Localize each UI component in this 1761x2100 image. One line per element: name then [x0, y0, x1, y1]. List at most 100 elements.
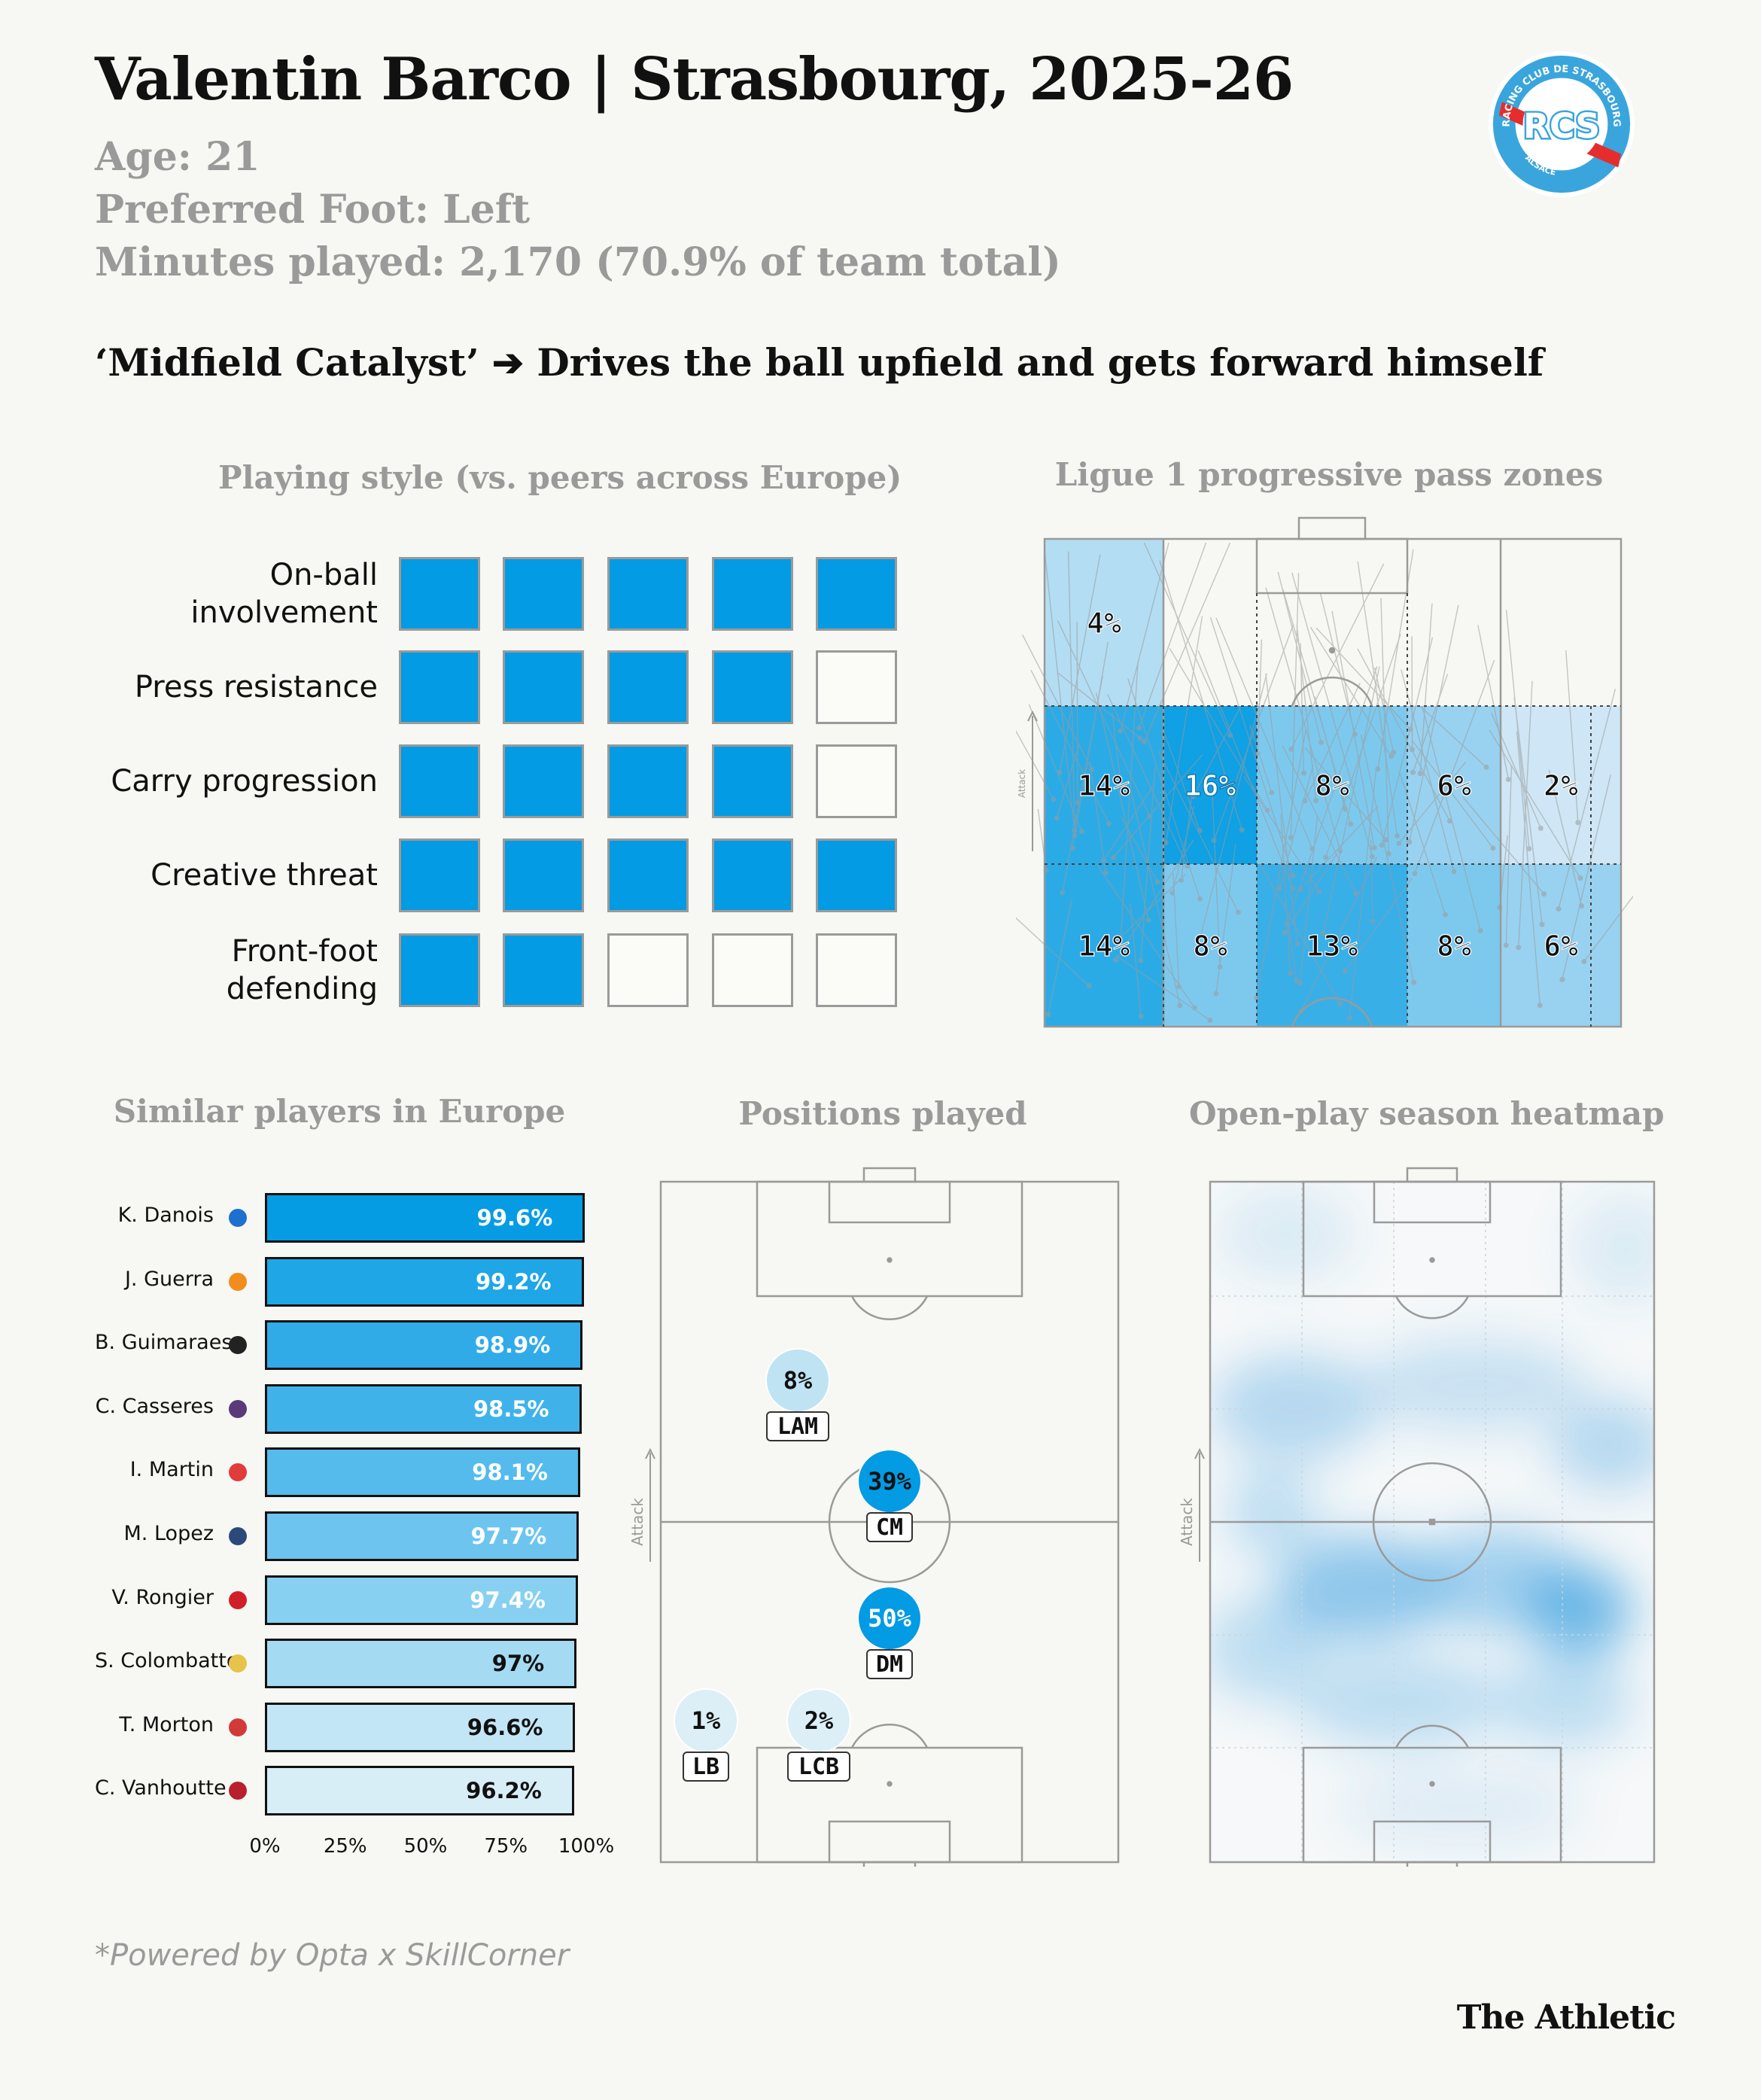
- style-square: [399, 933, 480, 1007]
- similarity-bar: 98.5%: [265, 1383, 582, 1434]
- pass-origin: [1136, 725, 1142, 731]
- pass-origin: [1254, 995, 1260, 1001]
- pass-line: [1565, 650, 1579, 823]
- pass-line: [1477, 625, 1510, 780]
- pass-line: [1357, 561, 1398, 836]
- pass-zone-label: 8%: [1193, 930, 1227, 963]
- style-square: [712, 744, 793, 818]
- pass-origin: [1119, 790, 1125, 796]
- club-badge-icon: [229, 1209, 247, 1227]
- pass-zone-label: 13%: [1306, 930, 1358, 963]
- bottom-six-yard-box: [828, 1820, 951, 1864]
- pass-line: [1284, 900, 1297, 982]
- style-square: [607, 650, 689, 724]
- pass-origin: [1396, 841, 1402, 847]
- pass-line: [1089, 762, 1106, 873]
- pass-origin: [1318, 739, 1325, 745]
- pass-origin: [1137, 735, 1143, 741]
- x-tick-label: 75%: [484, 1835, 528, 1858]
- style-square: [503, 933, 584, 1007]
- pass-origin: [1541, 891, 1547, 897]
- pass-line: [1209, 616, 1294, 876]
- pass-origin: [1371, 845, 1377, 851]
- pass-origin: [1100, 857, 1106, 863]
- similarity-bar: 99.6%: [265, 1193, 585, 1243]
- pitch-penalty-box: [1255, 537, 1409, 595]
- playing-style-title: Playing style (vs. peers across Europe): [218, 459, 902, 496]
- pass-line: [1048, 898, 1073, 1015]
- pass-origin: [1577, 875, 1583, 881]
- similarity-bar: 97.7%: [265, 1511, 579, 1561]
- pass-origin: [1177, 1003, 1183, 1009]
- style-square: [816, 838, 897, 912]
- pass-zone-cell: [1163, 706, 1257, 864]
- pass-zone-label: 14%: [1078, 930, 1130, 963]
- penalty-spot: [1328, 647, 1336, 654]
- pass-origin: [1282, 930, 1288, 936]
- pass-line: [1360, 734, 1415, 983]
- bottom-arc: [850, 1723, 929, 1748]
- top-six-yard-box: [828, 1180, 951, 1224]
- brand-logo: The Athletic: [1456, 1998, 1676, 2037]
- similar-player-name: C. Vanhoutte: [95, 1776, 227, 1800]
- similarity-value: 99.2%: [475, 1268, 552, 1295]
- pass-line: [1249, 725, 1273, 793]
- similarity-value: 97.4%: [470, 1587, 546, 1613]
- pass-origin: [1290, 872, 1296, 878]
- pass-origin: [1446, 818, 1452, 824]
- pass-line: [1370, 839, 1373, 921]
- pass-line: [1164, 734, 1200, 831]
- attack-label: Attack: [1017, 769, 1027, 798]
- pass-line: [1304, 747, 1387, 841]
- pass-origin: [1388, 753, 1395, 759]
- pass-origin: [1503, 942, 1509, 948]
- pass-line: [1215, 617, 1313, 849]
- pass-origin: [1410, 769, 1416, 775]
- similarity-bar: 99.2%: [265, 1256, 584, 1307]
- pass-line: [1357, 648, 1451, 822]
- pass-line: [1212, 790, 1221, 967]
- pass-origin: [1379, 842, 1385, 848]
- pass-zone-cell: [1407, 864, 1501, 1027]
- position-tag: [866, 1512, 913, 1542]
- pass-line: [1491, 712, 1541, 829]
- similar-player-name: K. Danois: [117, 1204, 214, 1227]
- pass-origin: [1207, 1017, 1213, 1023]
- pass-origin: [1086, 983, 1092, 989]
- pass-origin: [1581, 958, 1587, 964]
- pass-origin: [1313, 798, 1319, 804]
- pass-origin: [1060, 890, 1066, 896]
- club-badge-icon: [229, 1336, 247, 1355]
- pass-line: [1192, 706, 1242, 797]
- similar-player-name: V. Rongier: [111, 1585, 214, 1609]
- pass-line: [1213, 624, 1294, 841]
- position-marks: 8% LAM 39% CM 50% DM 1% LB 2% LCB: [674, 1348, 922, 1782]
- position-tag: [866, 1649, 913, 1679]
- top-arc: [850, 1295, 929, 1321]
- pass-line: [1016, 729, 1054, 800]
- pass-origin: [1375, 766, 1381, 772]
- heatmap-pitch: [1209, 1167, 1656, 1867]
- style-label-line: defending: [226, 972, 378, 1006]
- pass-origin: [1054, 815, 1060, 821]
- pass-line: [1411, 740, 1494, 849]
- season-heatmap: Attack: [1178, 1167, 1656, 1867]
- pass-origin: [1346, 1015, 1352, 1021]
- pass-line: [1462, 796, 1545, 895]
- pass-line: [1315, 627, 1411, 730]
- heatmap-grid: [1210, 1182, 1654, 1862]
- pass-arrows: [1016, 542, 1633, 1023]
- pass-line: [1412, 674, 1449, 773]
- style-label-line: Creative threat: [151, 858, 378, 893]
- pass-line: [1420, 706, 1487, 768]
- heatmap-title: Open-play season heatmap: [1189, 1095, 1665, 1132]
- pass-line: [1277, 571, 1322, 743]
- pass-zone-cell: [1501, 706, 1621, 864]
- pass-origin: [1391, 750, 1397, 756]
- pass-zone-label: 8%: [1315, 769, 1349, 802]
- pass-zone-labels: 4% 14% 16% 8% 6% 2% 14% 8% 13% 8% 6%: [1078, 606, 1579, 963]
- pass-origin: [1106, 820, 1112, 826]
- player-minutes: Minutes played: 2,170 (70.9% of team tot…: [95, 239, 1061, 285]
- pass-origin: [1323, 854, 1329, 860]
- pass-zone-label: 14%: [1078, 769, 1130, 802]
